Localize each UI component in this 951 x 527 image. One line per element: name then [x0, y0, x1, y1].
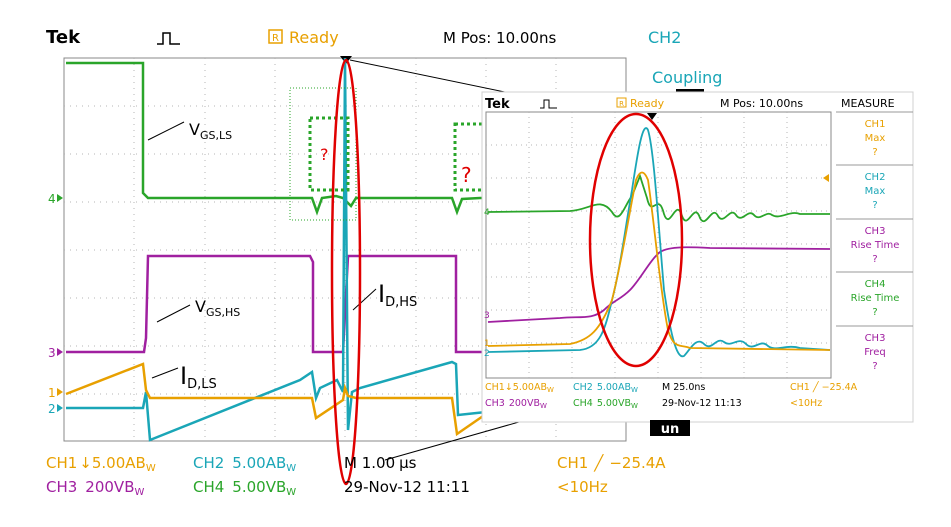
inset-readout-date: 29-Nov-12 11:13 [662, 398, 742, 409]
arrow-vgs-hs [156, 304, 191, 323]
inset-readout-ch3: CH3 200VBW [485, 398, 547, 410]
ch1-marker: 1 [48, 386, 56, 400]
question-box-1 [308, 116, 350, 192]
status-glyph: R [272, 33, 279, 44]
ch4-trace [66, 61, 486, 216]
question-mark-1: ? [320, 145, 329, 164]
inset-ch3-trace [487, 246, 831, 323]
measure-ch: CH3 [865, 333, 886, 344]
inset-readout-ch1: CH1↓5.00ABW [485, 382, 554, 394]
ch4-marker-arrow [57, 194, 63, 202]
status-glyph-box [268, 29, 283, 44]
measure-value: ? [872, 147, 877, 158]
readout-trigger: CH1 ╱ −25.4A [557, 454, 666, 472]
measure-ch: CH4 [865, 279, 886, 290]
readout-ch3: CH3 200VBW [46, 478, 144, 498]
measure-label: Freq [864, 347, 885, 358]
brand-label: Tek [46, 27, 81, 48]
highlight-ellipse-inset [588, 112, 684, 368]
inset-mpos: M Pos: 10.00ns [720, 97, 803, 110]
readout-freq: <10Hz [557, 478, 608, 496]
main-readouts: CH1 ↓5.00ABW CH2 5.00ABW CH3 200VBW CH4 5.00… [46, 454, 666, 498]
zoom-region-box [289, 87, 357, 221]
label-id-hs: ID,HS [378, 280, 417, 310]
inset-trigger-level-icon [823, 174, 829, 182]
inset-ch4-marker: 4 [484, 208, 490, 218]
measure-menu [836, 111, 913, 327]
measure-label: Rise Time [851, 293, 900, 304]
inset-graticule [485, 111, 832, 379]
measure-ch: CH3 [865, 226, 886, 237]
arrow-vgs-ls [147, 121, 185, 141]
inset-brand: Tek [485, 97, 510, 112]
ch2-marker: 2 [48, 402, 56, 416]
highlight-ellipse-main [330, 58, 362, 486]
measure-item-4[interactable]: CH3 Freq ? [864, 333, 885, 372]
ch3-marker-arrow [57, 348, 63, 356]
measure-label: Max [865, 186, 886, 197]
question-mark-2: ? [461, 163, 472, 187]
ch2-marker-arrow [57, 404, 63, 412]
status-label: Ready [289, 28, 339, 47]
measure-ch: CH1 [865, 119, 886, 130]
softkey-fragment-label: un [661, 422, 680, 437]
inset-ch4-trace [487, 173, 830, 222]
ch4-marker: 4 [48, 192, 56, 206]
label-vgs-hs: VGS,HS [195, 297, 240, 319]
coupling-underline [676, 89, 704, 93]
measure-item-0[interactable]: CH1 Max ? [865, 119, 886, 158]
inset-status-glyph: R [619, 100, 624, 108]
inset-status-glyph-box [616, 97, 627, 108]
inset-readouts: CH1↓5.00ABW CH2 5.00ABW CH3 200VBW CH4 5.00… [485, 381, 858, 410]
inset-readout-timebase: M 25.0ns [662, 382, 705, 393]
ch3-trace [66, 254, 486, 354]
ch1-trace [65, 362, 487, 437]
inset-ch3-marker: 3 [484, 311, 490, 321]
inset-readout-ch2: CH2 5.00ABW [573, 382, 638, 394]
arrow-id-hs [352, 288, 377, 311]
label-vgs-ls: VGS,LS [189, 120, 232, 142]
inset-measure-title[interactable]: MEASURE [841, 97, 895, 110]
inset-trigger-arrow-icon [647, 113, 657, 120]
ch1-marker-arrow [57, 388, 63, 396]
inset-scope: Tek R Ready M Pos: 10.00ns MEASURE [481, 91, 914, 423]
inset-ch1-marker: 1 [484, 339, 490, 349]
arrow-id-ls [151, 367, 179, 379]
ch2-trace [66, 57, 487, 442]
inset-ch2-marker: 2 [484, 349, 490, 359]
inset-readout-ch4: CH4 5.00VBW [573, 398, 638, 410]
readout-ch2: CH2 5.00ABW [193, 454, 296, 474]
readout-timebase: M 1.00 μs [344, 454, 417, 472]
right-panel-title: CH2 [648, 28, 681, 47]
measure-item-2[interactable]: CH3 Rise Time ? [851, 226, 900, 265]
readout-ch4: CH4 5.00VBW [193, 478, 296, 498]
measure-item-1[interactable]: CH2 Max ? [865, 172, 886, 211]
ch3-marker: 3 [48, 346, 56, 360]
mpos-label: M Pos: 10.00ns [443, 29, 556, 47]
measure-value: ? [872, 200, 877, 211]
measure-value: ? [872, 307, 877, 318]
inset-readout-trigger: CH1 ╱ −25.4A [790, 381, 858, 393]
readout-ch1: CH1 ↓5.00ABW [46, 454, 156, 474]
inset-status: Ready [630, 97, 665, 110]
measure-value: ? [872, 254, 877, 265]
softkey-fragment [650, 420, 690, 436]
acquisition-pulse-icon [157, 32, 180, 45]
measure-label: Rise Time [851, 240, 900, 251]
inset-readout-freq: <10Hz [790, 398, 822, 409]
inset-acquisition-pulse-icon [540, 99, 557, 109]
measure-label: Max [865, 133, 886, 144]
measure-value: ? [872, 361, 877, 372]
measure-item-3[interactable]: CH4 Rise Time ? [851, 279, 900, 318]
readout-date: 29-Nov-12 11:11 [344, 478, 470, 496]
measure-ch: CH2 [865, 172, 886, 183]
right-panel-coupling[interactable]: Coupling [652, 68, 722, 87]
label-id-ls: ID,LS [180, 362, 217, 392]
